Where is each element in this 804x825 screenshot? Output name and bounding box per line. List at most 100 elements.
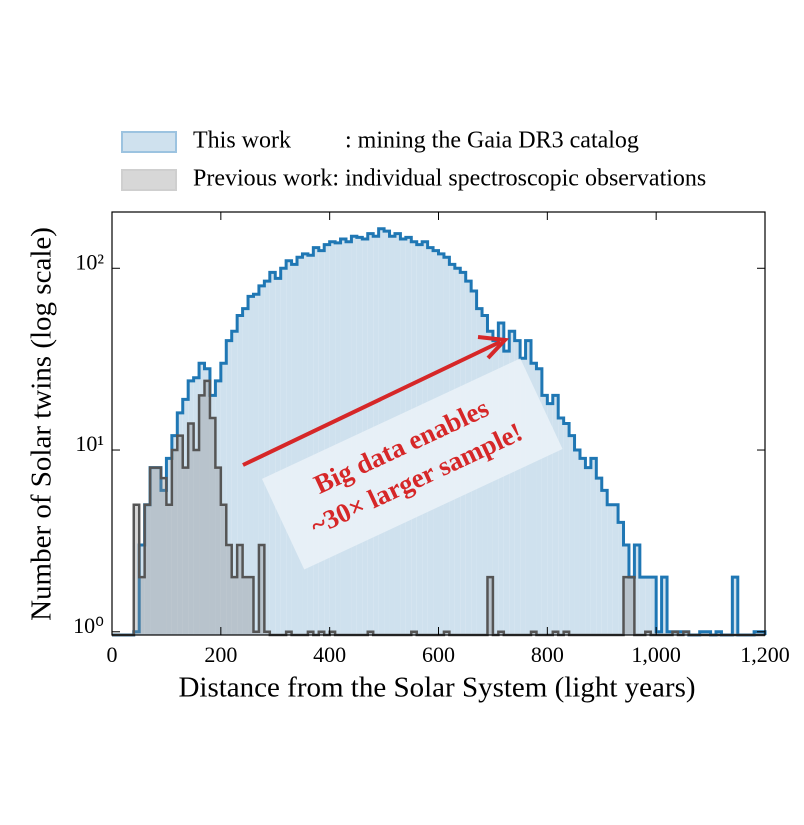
bar (650, 577, 657, 635)
bar (672, 631, 678, 635)
bar (324, 244, 330, 635)
bar (258, 285, 265, 635)
bar (683, 631, 689, 635)
bar (215, 467, 221, 635)
bar (166, 504, 172, 635)
bar (231, 331, 238, 635)
bar (313, 247, 319, 635)
arrow (242, 340, 501, 467)
bar (226, 545, 232, 635)
y-axis-label: Number of Solar twins (log scale) (26, 227, 58, 621)
bar (133, 504, 140, 635)
bar (732, 577, 738, 635)
bar (297, 257, 303, 635)
bar (612, 504, 619, 635)
bar (193, 450, 200, 635)
bar (139, 545, 145, 635)
bar (231, 577, 238, 635)
bar (547, 403, 553, 635)
bar (552, 631, 559, 635)
bar (258, 545, 265, 635)
bar (171, 435, 178, 635)
bar (188, 423, 194, 635)
bar (199, 395, 205, 635)
bar (634, 545, 640, 635)
bar (280, 268, 287, 635)
bar (286, 260, 292, 635)
legend-swatch (121, 131, 177, 153)
bar (237, 315, 243, 635)
y-tick-label: 10² (75, 249, 104, 274)
bar (144, 504, 151, 635)
bar (531, 363, 537, 635)
bar (503, 351, 510, 635)
bar (302, 253, 308, 635)
x-tick-label: 1,200 (740, 642, 790, 667)
bar (487, 577, 493, 635)
bar (351, 236, 357, 635)
legend-note: : individual spectroscopic observations (332, 166, 706, 192)
bar (182, 399, 189, 635)
bar (177, 435, 183, 635)
bar (667, 631, 673, 635)
bar (182, 467, 189, 635)
bar (590, 458, 597, 635)
bar (307, 631, 314, 635)
bar (716, 631, 722, 635)
bar (335, 242, 341, 635)
bar (645, 631, 651, 635)
bar (318, 250, 325, 636)
annotation-box (261, 358, 563, 570)
bar (585, 467, 591, 635)
bar (264, 281, 270, 635)
bar (242, 577, 249, 635)
bar (607, 504, 613, 635)
bar (525, 340, 532, 635)
bar (574, 450, 580, 635)
bar (754, 631, 760, 635)
bar (253, 631, 259, 635)
legend-note: : mining the Gaia DR3 catalog (345, 128, 639, 154)
legend-label: This work (193, 128, 291, 154)
bar (569, 435, 575, 635)
bar (596, 478, 602, 635)
bar (150, 467, 156, 635)
bar (487, 331, 493, 635)
x-tick-label: 400 (313, 642, 346, 667)
bar (171, 450, 178, 635)
bar (204, 380, 210, 635)
legend-label: Previous work (193, 166, 332, 192)
bar (411, 631, 417, 635)
bar (601, 490, 608, 635)
bar (177, 412, 183, 635)
bar (579, 458, 586, 635)
bar (628, 577, 635, 635)
x-tick-label: 800 (531, 642, 564, 667)
bar (492, 340, 499, 635)
bar (677, 631, 684, 635)
bar (520, 358, 526, 635)
bar (139, 577, 145, 635)
bar (269, 272, 276, 635)
bar (705, 631, 711, 635)
bar (318, 631, 325, 635)
bar (133, 631, 140, 635)
bar (661, 577, 668, 635)
bar (498, 631, 504, 635)
bar (628, 577, 635, 635)
bar (683, 631, 689, 635)
bar (558, 418, 564, 635)
x-tick-label: 600 (422, 642, 455, 667)
bar (144, 504, 151, 635)
arrow-head (477, 335, 510, 360)
histogram-outline (112, 227, 767, 637)
bar (160, 490, 167, 635)
bar (645, 577, 651, 635)
bar (759, 631, 765, 635)
bar (656, 631, 662, 635)
bar (514, 340, 521, 635)
y-tick-label: 10¹ (75, 431, 104, 456)
bar (264, 631, 270, 635)
bar (443, 631, 450, 635)
